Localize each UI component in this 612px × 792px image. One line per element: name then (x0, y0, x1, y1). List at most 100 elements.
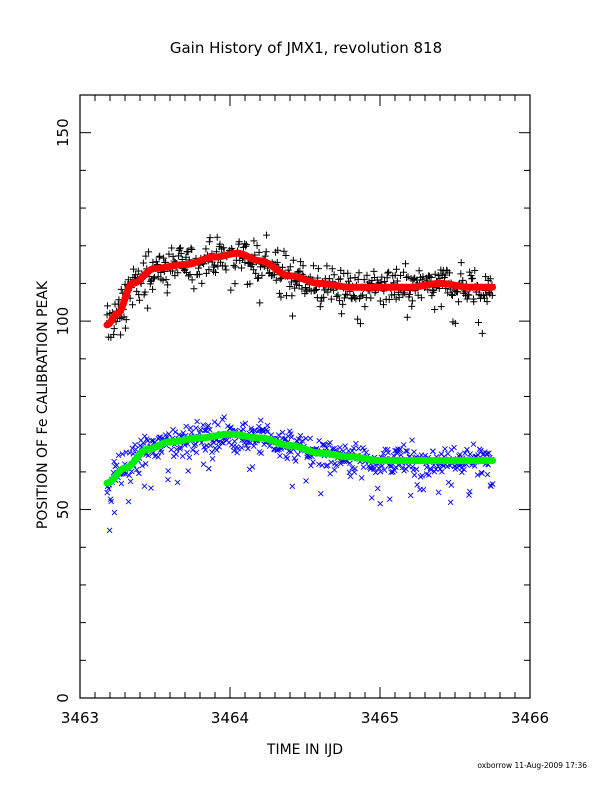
plus-point (262, 248, 270, 256)
plus-point (252, 269, 260, 277)
plus-point (144, 304, 152, 312)
plus-point (250, 237, 258, 245)
cross-point (377, 500, 384, 507)
cross-point (201, 427, 208, 434)
plus-point (184, 248, 192, 256)
cross-point (266, 443, 273, 449)
plus-point (354, 275, 362, 283)
plus-point (110, 325, 118, 333)
cross-point (243, 442, 250, 448)
cross-point (238, 445, 245, 451)
cross-point (104, 489, 110, 496)
cross-point (219, 416, 226, 423)
plus-point (130, 265, 138, 273)
plus-point (475, 318, 483, 326)
cross-point (353, 440, 359, 447)
plus-point (150, 275, 158, 283)
cross-point (391, 467, 398, 474)
y-tick-label: 50 (54, 500, 72, 519)
cross-point (423, 464, 430, 471)
cross-point (189, 447, 196, 453)
cross-point (451, 444, 457, 451)
plus-point (160, 254, 168, 262)
cross-point (403, 466, 409, 472)
plus-point (402, 260, 409, 268)
cross-point (299, 438, 306, 444)
cross-point (144, 437, 151, 444)
plus-point (164, 281, 172, 289)
cross-point (355, 445, 362, 452)
plus-point (354, 315, 362, 323)
plus-point (142, 252, 150, 260)
plus-point (400, 268, 408, 276)
cross-point (277, 453, 283, 459)
plus-point (417, 294, 425, 302)
cross-point (388, 469, 394, 475)
plus-point (392, 295, 400, 303)
cross-point (206, 427, 213, 433)
cross-point (448, 482, 455, 488)
cross-point (414, 482, 421, 488)
cross-point (442, 446, 448, 452)
cross-point (352, 465, 358, 472)
plus-point (488, 291, 496, 299)
plus-point (206, 234, 214, 242)
cross-point (145, 452, 152, 459)
plus-point (231, 263, 239, 271)
plus-point (335, 275, 343, 283)
cross-point (249, 464, 256, 470)
cross-point (119, 451, 126, 457)
cross-point (257, 417, 264, 424)
cross-point (240, 426, 247, 433)
cross-point (292, 458, 299, 464)
plus-point (255, 248, 263, 256)
cross-point (259, 428, 265, 434)
plus-point (339, 300, 347, 308)
footer-credit: oxborrow 11-Aug-2009 17:36 (477, 761, 587, 770)
plus-point (256, 299, 264, 307)
cross-point (287, 431, 294, 437)
cross-point (459, 469, 465, 476)
cross-point (371, 466, 377, 472)
cross-point (193, 449, 200, 456)
cross-point (185, 468, 192, 474)
cross-point (397, 446, 404, 453)
plus-point (282, 252, 290, 260)
cross-point (220, 440, 226, 446)
cross-point (358, 475, 365, 481)
plus-point (469, 274, 477, 282)
cross-point (363, 449, 370, 456)
plus-point (289, 312, 297, 320)
cross-point (360, 464, 367, 471)
cross-point (129, 445, 136, 452)
plus-point (327, 295, 335, 303)
plus-point (231, 280, 239, 288)
chart-title: Gain History of JMX1, revolution 818 (170, 39, 442, 57)
plus-point (441, 271, 449, 279)
plus-point (408, 302, 416, 310)
cross-point (158, 449, 165, 456)
plus-point (176, 245, 184, 253)
plus-point (117, 331, 125, 339)
cross-point (218, 439, 225, 446)
plus-point (273, 258, 281, 266)
cross-point (318, 490, 324, 497)
cross-point (426, 472, 432, 478)
plus-point (288, 292, 296, 300)
plus-point (162, 276, 170, 284)
cross-point (221, 414, 227, 420)
y-tick-label: 150 (54, 118, 72, 147)
plus-point (276, 289, 284, 297)
plus-point (486, 275, 494, 283)
plus-point (338, 310, 346, 318)
plus-point (455, 298, 463, 306)
plus-point (211, 269, 219, 277)
plus-point (202, 269, 210, 277)
cross-point (457, 451, 463, 458)
cross-point (250, 443, 257, 449)
plus-point (457, 259, 465, 267)
cross-point (136, 470, 142, 477)
plus-point (355, 269, 363, 277)
plus-point (253, 242, 261, 250)
